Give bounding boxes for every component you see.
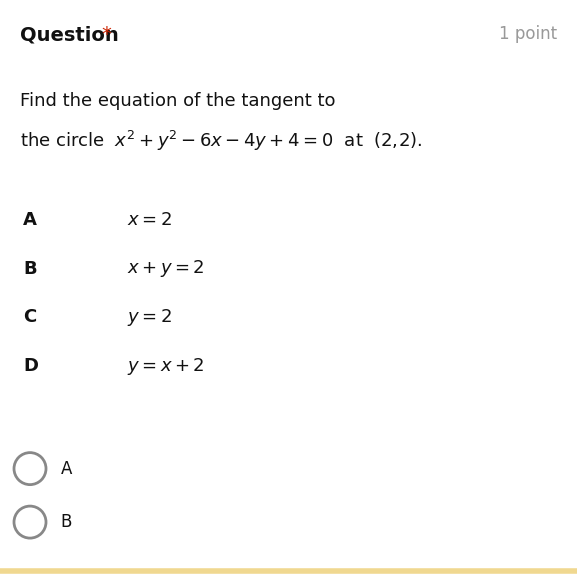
Text: Find the equation of the tangent to: Find the equation of the tangent to bbox=[20, 92, 335, 110]
Text: $x + y = 2$: $x + y = 2$ bbox=[127, 258, 205, 279]
Text: *: * bbox=[101, 25, 111, 44]
Text: the circle  $x^2 + y^2 - 6x - 4y + 4 = 0$  at  $(2,\!2)$.: the circle $x^2 + y^2 - 6x - 4y + 4 = 0$… bbox=[20, 129, 422, 154]
Text: $y = x + 2$: $y = x + 2$ bbox=[127, 356, 205, 377]
Text: D: D bbox=[23, 357, 38, 375]
Text: B: B bbox=[61, 513, 72, 531]
Text: $x = 2$: $x = 2$ bbox=[127, 210, 172, 229]
Text: A: A bbox=[23, 210, 37, 229]
Text: A: A bbox=[61, 459, 72, 478]
Text: Question: Question bbox=[20, 25, 118, 44]
Text: C: C bbox=[23, 308, 36, 327]
Text: B: B bbox=[23, 259, 37, 278]
Text: $y = 2$: $y = 2$ bbox=[127, 307, 172, 328]
Text: 1 point: 1 point bbox=[499, 25, 557, 43]
